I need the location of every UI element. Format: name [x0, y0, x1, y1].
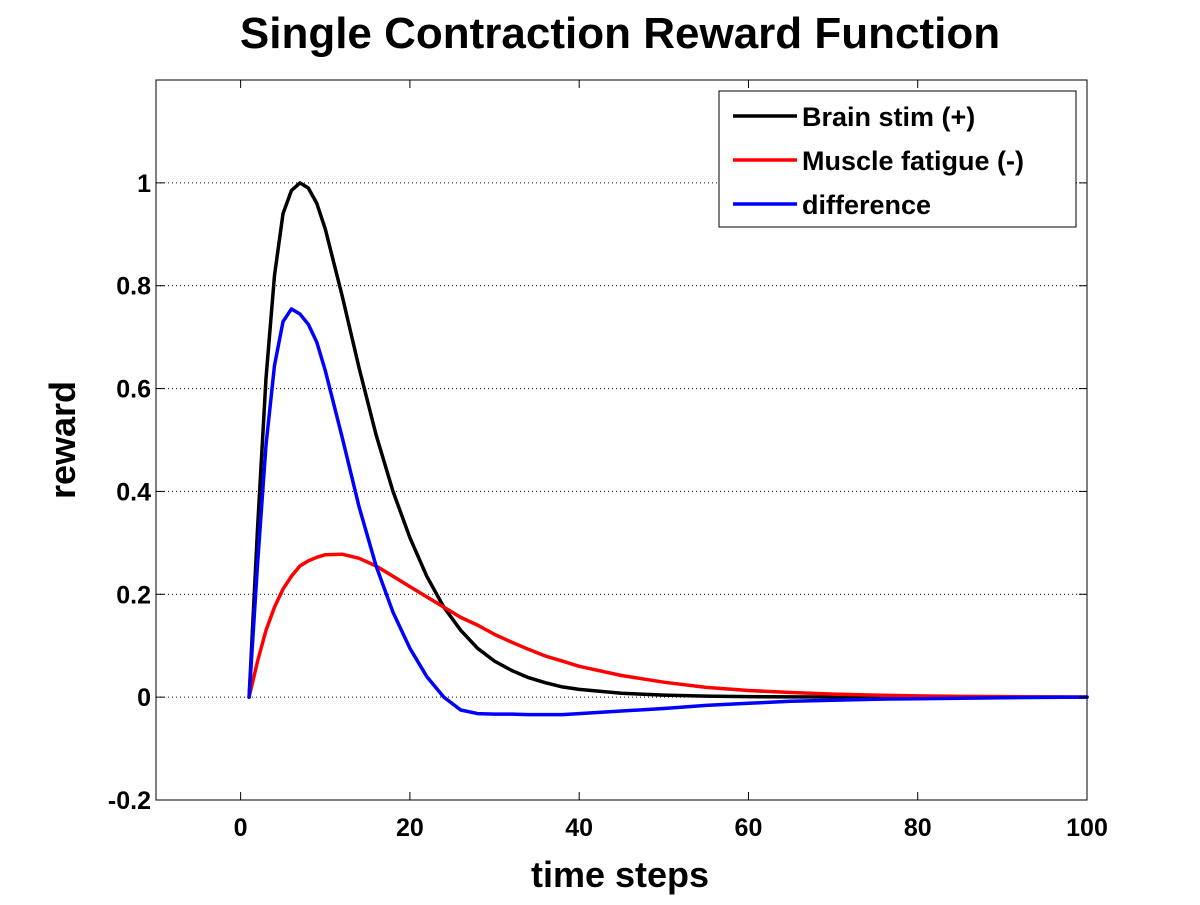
- y-tick-label: 0.2: [116, 581, 151, 609]
- y-tick-label: -0.2: [108, 787, 151, 815]
- y-axis-label: reward: [42, 381, 83, 499]
- x-axis-label: time steps: [531, 854, 709, 895]
- plot-area-frame: [155, 79, 1088, 801]
- x-tick-label: 0: [234, 814, 248, 842]
- series-line: [247, 552, 1089, 699]
- grid-lines: [156, 182, 1087, 698]
- y-tick-label: 0.6: [116, 376, 151, 404]
- legend-label: Brain stim (+): [802, 102, 975, 132]
- axis-ticks: -0.2 0 0.2 0.4 0.6 0.8 1 0 20 40 60 80 100: [108, 80, 1108, 842]
- x-tick-label: 60: [735, 814, 763, 842]
- chart-title: Single Contraction Reward Function: [240, 9, 1000, 58]
- y-tick-label: 0.8: [116, 273, 151, 301]
- legend: Brain stim (+) Muscle fatigue (-) differen…: [718, 90, 1077, 228]
- x-tick-label: 100: [1066, 814, 1108, 842]
- x-tick-label: 80: [904, 814, 932, 842]
- y-tick-label: 0: [137, 684, 151, 712]
- x-tick-label: 20: [396, 814, 424, 842]
- legend-label: difference: [802, 190, 931, 220]
- series-line: [247, 307, 1089, 717]
- x-tick-label: 40: [565, 814, 593, 842]
- y-tick-label: 0.4: [116, 478, 151, 506]
- plot-series: [247, 181, 1089, 717]
- y-tick-label: 1: [137, 170, 151, 198]
- series-line: [247, 181, 1089, 699]
- legend-label: Muscle fatigue (-): [802, 146, 1024, 176]
